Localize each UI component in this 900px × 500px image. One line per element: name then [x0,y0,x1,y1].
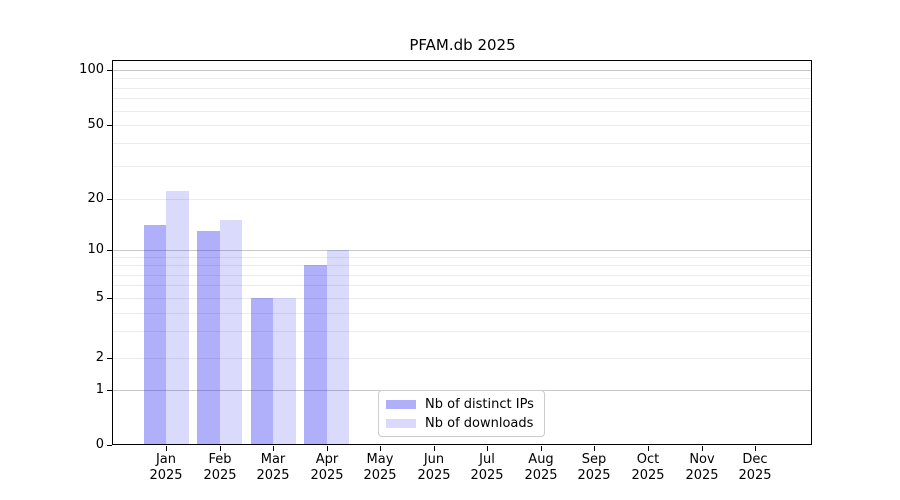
x-tick-label-jul: Jul 2025 [470,452,504,483]
bar-jan-distinct-ips [143,225,166,445]
gridline-y-80 [113,88,812,89]
bar-mar-downloads [273,298,296,445]
x-tick-label-nov: Nov 2025 [685,452,719,483]
bar-jan-downloads [166,191,189,445]
x-tick-feb [220,446,221,451]
legend: Nb of distinct IPs Nb of downloads [378,390,545,437]
x-tick-jul [487,446,488,451]
y-tick-label-100: 100 [79,62,104,77]
gridline-y-70 [113,98,812,99]
x-tick-label-oct: Oct 2025 [631,452,665,483]
x-tick-jun [434,446,435,451]
x-tick-jan [166,446,167,451]
bar-feb-distinct-ips [197,230,220,445]
x-tick-label-jan: Jan 2025 [149,452,183,483]
legend-item-downloads: Nb of downloads [386,416,537,431]
x-tick-sep [594,446,595,451]
y-tick-20 [107,199,112,200]
gridline-y-60 [113,111,812,112]
legend-label-downloads: Nb of downloads [425,415,534,431]
y-tick-label-5: 5 [95,290,104,305]
gridline-y-90 [113,78,812,79]
gridline-y-5 [113,298,812,299]
y-tick-0 [107,445,112,446]
gridline-y-100 [113,70,812,71]
bar-feb-downloads [219,220,243,445]
x-tick-label-sep: Sep 2025 [577,452,611,483]
y-tick-5 [107,298,112,299]
x-tick-apr [327,446,328,451]
x-tick-label-dec: Dec 2025 [738,452,772,483]
chart-title: PFAM.db 2025 [409,36,516,54]
x-tick-label-feb: Feb 2025 [203,452,237,483]
y-tick-1 [107,390,112,391]
gridline-y-7 [113,275,812,276]
gridline-y-6 [113,285,812,286]
bar-mar-distinct-ips [250,298,274,445]
y-tick-10 [107,250,112,251]
gridline-y-2 [113,358,812,359]
legend-item-distinct-ips: Nb of distinct IPs [386,397,537,412]
gridline-y-4 [113,313,812,314]
x-tick-label-jun: Jun 2025 [417,452,451,483]
x-tick-label-apr: Apr 2025 [310,452,344,483]
x-tick-mar [273,446,274,451]
gridline-y-50 [113,125,812,126]
legend-label-distinct-ips: Nb of distinct IPs [425,396,534,412]
gridline-y-9 [113,257,812,258]
gridline-y-20 [113,199,812,200]
y-tick-label-1: 1 [95,382,104,397]
y-tick-label-0: 0 [95,437,104,452]
gridline-y-40 [113,143,812,144]
y-tick-100 [107,70,112,71]
x-tick-label-aug: Aug 2025 [524,452,558,483]
bar-apr-distinct-ips [304,265,327,445]
x-tick-may [380,446,381,451]
gridline-y-8 [113,265,812,266]
y-tick-50 [107,125,112,126]
bar-apr-downloads [326,250,350,445]
gridline-y-10 [113,250,812,251]
y-tick-label-20: 20 [87,191,104,206]
x-tick-aug [541,446,542,451]
x-tick-label-mar: Mar 2025 [256,452,290,483]
legend-swatch-distinct-ips [386,399,416,409]
x-tick-label-may: May 2025 [363,452,397,483]
gridline-y-30 [113,166,812,167]
y-tick-2 [107,358,112,359]
x-tick-dec [755,446,756,451]
legend-swatch-downloads [386,418,416,428]
x-tick-nov [702,446,703,451]
y-tick-label-10: 10 [87,242,104,257]
y-tick-label-2: 2 [95,350,104,365]
gridline-y-3 [113,331,812,332]
y-tick-label-50: 50 [87,117,104,132]
x-tick-oct [648,446,649,451]
